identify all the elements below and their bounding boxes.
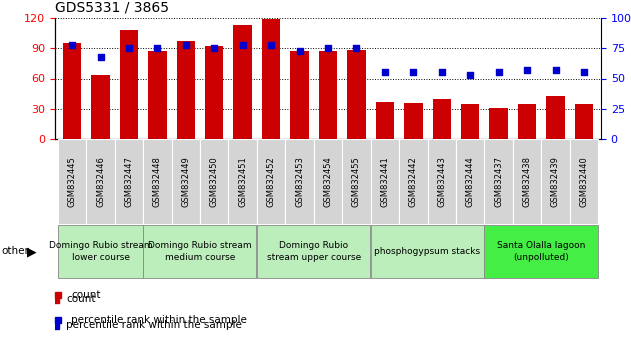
Point [465, 72, 475, 78]
Bar [262, 19, 280, 139]
Text: GSM832440: GSM832440 [579, 156, 589, 207]
Text: GSM832446: GSM832446 [96, 156, 105, 207]
Text: GSM832451: GSM832451 [238, 156, 247, 207]
Bar [58, 139, 86, 224]
Text: GSM832444: GSM832444 [466, 156, 475, 207]
Text: count: count [71, 290, 101, 300]
Point [579, 70, 589, 75]
Text: Domingo Rubio stream
lower course: Domingo Rubio stream lower course [49, 241, 152, 262]
Point [408, 70, 418, 75]
Bar [485, 225, 598, 278]
Bar [120, 30, 138, 139]
Bar [456, 139, 485, 224]
Text: GSM832439: GSM832439 [551, 156, 560, 207]
Text: Domingo Rubio stream
medium course: Domingo Rubio stream medium course [148, 241, 252, 262]
Bar [63, 43, 81, 139]
Text: GSM832437: GSM832437 [494, 156, 503, 207]
Text: other: other [1, 246, 29, 257]
Bar [513, 139, 541, 224]
Text: Santa Olalla lagoon
(unpolluted): Santa Olalla lagoon (unpolluted) [497, 241, 586, 262]
Point [209, 45, 220, 51]
Point [67, 42, 77, 47]
Bar [228, 139, 257, 224]
Bar [257, 225, 370, 278]
Bar [233, 25, 252, 139]
Bar [148, 51, 167, 139]
Text: GSM832443: GSM832443 [437, 156, 446, 207]
Text: GSM832450: GSM832450 [209, 156, 219, 207]
Text: GSM832454: GSM832454 [324, 156, 333, 207]
Bar [570, 139, 598, 224]
Bar [319, 51, 337, 139]
Bar [375, 102, 394, 139]
Bar [86, 139, 115, 224]
Point [95, 54, 105, 59]
Bar [461, 104, 480, 139]
Text: phosphogypsum stacks: phosphogypsum stacks [374, 247, 481, 256]
Bar [205, 46, 223, 139]
Text: GSM832448: GSM832448 [153, 156, 162, 207]
Point [380, 70, 390, 75]
Text: GSM832445: GSM832445 [68, 156, 76, 207]
Bar [370, 225, 484, 278]
Bar [546, 96, 565, 139]
Bar [347, 50, 366, 139]
Text: ▶: ▶ [27, 245, 37, 258]
Bar [428, 139, 456, 224]
Point [124, 45, 134, 51]
Text: percentile rank within the sample: percentile rank within the sample [71, 315, 247, 325]
Bar [541, 139, 570, 224]
Bar [518, 104, 536, 139]
Bar [342, 139, 370, 224]
Text: GSM832438: GSM832438 [522, 156, 531, 207]
Bar [143, 139, 172, 224]
Point [152, 45, 162, 51]
Bar [177, 41, 195, 139]
Text: GSM832442: GSM832442 [409, 156, 418, 207]
Bar [432, 99, 451, 139]
Bar [200, 139, 228, 224]
Bar [370, 139, 399, 224]
Point [522, 67, 532, 73]
Point [295, 48, 305, 53]
Point [180, 42, 191, 47]
Text: GSM832449: GSM832449 [181, 156, 191, 207]
Bar [285, 139, 314, 224]
Text: count: count [66, 294, 95, 304]
Bar [91, 75, 110, 139]
Point [266, 42, 276, 47]
Text: GSM832453: GSM832453 [295, 156, 304, 207]
Bar [404, 103, 423, 139]
Bar [172, 139, 200, 224]
Bar [115, 139, 143, 224]
Point [550, 67, 560, 73]
Point [238, 42, 248, 47]
Point [437, 70, 447, 75]
Bar [314, 139, 342, 224]
Text: percentile rank within the sample: percentile rank within the sample [66, 320, 242, 330]
Bar [143, 225, 256, 278]
Bar [485, 139, 513, 224]
Bar [490, 108, 508, 139]
Bar [399, 139, 428, 224]
Bar [290, 51, 309, 139]
Bar [257, 139, 285, 224]
Text: Domingo Rubio
stream upper course: Domingo Rubio stream upper course [267, 241, 361, 262]
Bar [58, 225, 143, 278]
Text: GSM832452: GSM832452 [267, 156, 276, 207]
Point [351, 45, 362, 51]
Text: GSM832441: GSM832441 [380, 156, 389, 207]
Point [493, 70, 504, 75]
Text: GSM832455: GSM832455 [352, 156, 361, 207]
Bar [575, 104, 593, 139]
Text: GDS5331 / 3865: GDS5331 / 3865 [55, 0, 169, 15]
Text: GSM832447: GSM832447 [124, 156, 133, 207]
Point [323, 45, 333, 51]
